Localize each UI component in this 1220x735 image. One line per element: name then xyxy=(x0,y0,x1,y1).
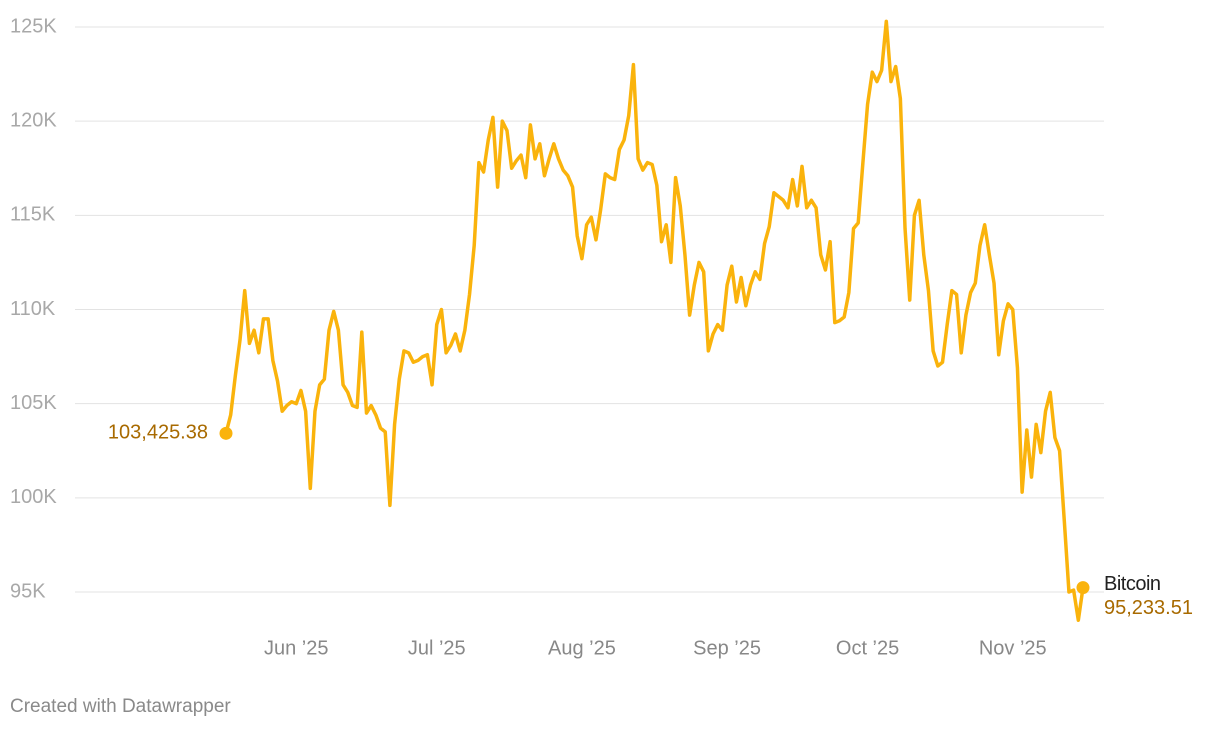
y-tick-label: 115K xyxy=(10,204,56,226)
series-line xyxy=(224,19,1085,622)
x-tick-label: Sep ’25 xyxy=(693,637,761,659)
x-tick-label: Nov ’25 xyxy=(979,637,1047,659)
x-tick-label: Jul ’25 xyxy=(408,637,466,659)
y-tick-label: 110K xyxy=(10,298,56,320)
y-tick-label: 105K xyxy=(10,392,57,414)
y-tick-label: 120K xyxy=(10,109,57,131)
end-dot xyxy=(219,426,233,440)
x-tick-label: Oct ’25 xyxy=(836,637,899,659)
value-label: 103,425.38 xyxy=(108,422,208,444)
end-dot xyxy=(1076,581,1090,595)
x-tick-label: Aug ’25 xyxy=(548,637,616,659)
credit: Created with Datawrapper xyxy=(10,696,231,717)
y-tick-label: 100K xyxy=(10,486,57,508)
y-tick-label: 95K xyxy=(10,580,46,602)
x-tick-label: Jun ’25 xyxy=(264,637,329,659)
series-name: Bitcoin xyxy=(1104,573,1161,595)
y-tick-label: 125K xyxy=(10,15,57,37)
value-label: 95,233.51 xyxy=(1104,597,1193,619)
